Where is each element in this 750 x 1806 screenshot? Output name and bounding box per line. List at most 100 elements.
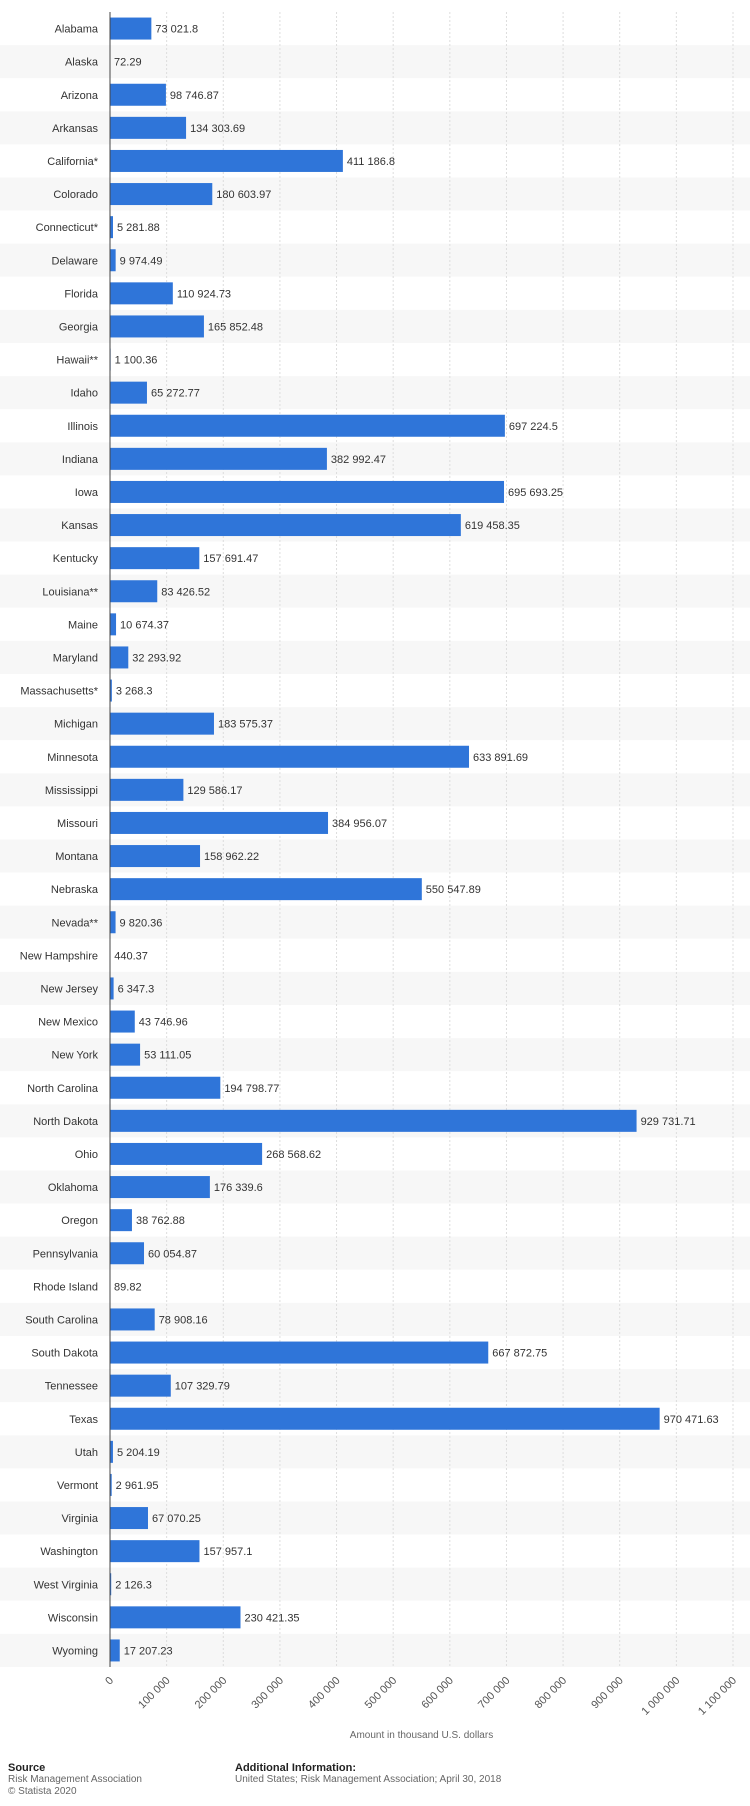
category-label: Utah bbox=[75, 1447, 98, 1459]
bar bbox=[110, 1076, 221, 1099]
value-label: 2 961.95 bbox=[116, 1480, 159, 1492]
value-label: 619 458.35 bbox=[465, 520, 520, 532]
category-label: Vermont bbox=[57, 1480, 98, 1492]
category-label: Idaho bbox=[70, 388, 98, 400]
row-band bbox=[0, 938, 750, 972]
category-label: Wyoming bbox=[52, 1645, 98, 1657]
bar bbox=[110, 414, 505, 437]
bar bbox=[110, 778, 184, 801]
category-label: Texas bbox=[69, 1414, 98, 1426]
x-tick-label: 300 000 bbox=[249, 1675, 286, 1712]
category-label: Nevada** bbox=[52, 917, 99, 929]
category-label: South Carolina bbox=[25, 1314, 99, 1326]
value-label: 89.82 bbox=[114, 1281, 142, 1293]
bar bbox=[110, 1540, 200, 1563]
bar bbox=[110, 547, 200, 570]
row-band bbox=[0, 210, 750, 244]
value-label: 384 956.07 bbox=[332, 818, 387, 830]
bar bbox=[110, 1606, 241, 1629]
category-label: Delaware bbox=[52, 255, 98, 267]
category-label: Indiana bbox=[62, 454, 99, 466]
bar bbox=[110, 17, 152, 40]
x-tick-label: 200 000 bbox=[193, 1675, 230, 1712]
category-label: New Jersey bbox=[41, 983, 99, 995]
bar bbox=[110, 447, 327, 470]
row-band bbox=[0, 607, 750, 641]
value-label: 411 186.8 bbox=[347, 156, 395, 168]
category-label: Florida bbox=[64, 288, 99, 300]
category-label: West Virginia bbox=[34, 1579, 99, 1591]
category-label: New Hampshire bbox=[20, 950, 98, 962]
x-axis-title: Amount in thousand U.S. dollars bbox=[350, 1730, 493, 1741]
value-label: 43 746.96 bbox=[139, 1017, 188, 1029]
category-label: Massachusetts* bbox=[20, 686, 98, 698]
value-label: 110 924.73 bbox=[177, 288, 231, 300]
row-band bbox=[0, 1633, 750, 1667]
category-label: Connecticut* bbox=[36, 222, 99, 234]
bar bbox=[110, 1109, 637, 1132]
bar bbox=[110, 745, 470, 768]
x-tick-label: 800 000 bbox=[533, 1675, 570, 1712]
bar bbox=[110, 1341, 489, 1364]
chart-svg: Alabama 73 021.8 Alaska 72.29 Arizona 98 746.… bbox=[0, 12, 750, 1741]
value-label: 67 070.25 bbox=[152, 1513, 201, 1525]
value-label: 550 547.89 bbox=[426, 884, 481, 896]
bar bbox=[110, 1308, 155, 1331]
category-label: Arizona bbox=[61, 90, 99, 102]
category-label: New York bbox=[52, 1050, 99, 1062]
row-band bbox=[0, 343, 750, 377]
additional-info-text: United States; Risk Management Associati… bbox=[235, 1774, 502, 1785]
value-label: 633 891.69 bbox=[473, 752, 528, 764]
value-label: 183 575.37 bbox=[218, 719, 273, 731]
bar bbox=[110, 282, 173, 305]
x-tick-label: 0 bbox=[103, 1675, 116, 1688]
value-label: 17 207.23 bbox=[124, 1645, 173, 1657]
bar bbox=[110, 1440, 113, 1463]
bar bbox=[110, 911, 116, 934]
value-label: 230 421.35 bbox=[245, 1612, 300, 1624]
category-label: Wisconsin bbox=[48, 1612, 98, 1624]
category-label: Arkansas bbox=[52, 123, 98, 135]
source-line: Risk Management Association bbox=[8, 1774, 142, 1785]
value-label: 5 204.19 bbox=[117, 1447, 160, 1459]
bar bbox=[110, 1374, 171, 1397]
value-label: 5 281.88 bbox=[117, 222, 160, 234]
value-label: 2 126.3 bbox=[115, 1579, 152, 1591]
x-tick-label: 1 000 000 bbox=[639, 1675, 682, 1718]
value-label: 929 731.71 bbox=[641, 1116, 696, 1128]
value-label: 440.37 bbox=[114, 950, 148, 962]
value-label: 194 798.77 bbox=[224, 1083, 279, 1095]
value-label: 695 693.25 bbox=[508, 487, 563, 499]
bar bbox=[110, 811, 329, 834]
category-label: Alabama bbox=[55, 24, 99, 36]
value-label: 32 293.92 bbox=[132, 652, 181, 664]
category-label: Pennsylvania bbox=[33, 1248, 99, 1260]
value-label: 6 347.3 bbox=[118, 983, 155, 995]
value-label: 9 974.49 bbox=[120, 255, 163, 267]
x-tick-label: 500 000 bbox=[363, 1675, 400, 1712]
category-label: New Mexico bbox=[38, 1017, 98, 1029]
bar bbox=[110, 1142, 263, 1165]
category-label: Oklahoma bbox=[48, 1182, 99, 1194]
additional-info-block: Additional Information: United States; R… bbox=[235, 1762, 501, 1786]
value-label: 65 272.77 bbox=[151, 388, 200, 400]
bar bbox=[110, 1043, 141, 1066]
category-label: Maryland bbox=[53, 652, 98, 664]
bar bbox=[110, 514, 461, 537]
bar bbox=[110, 613, 117, 636]
category-label: Kansas bbox=[61, 520, 98, 532]
category-label: Hawaii** bbox=[56, 355, 98, 367]
row-band bbox=[0, 905, 750, 939]
value-label: 667 872.75 bbox=[492, 1348, 547, 1360]
bar bbox=[110, 1209, 132, 1232]
category-label: Nebraska bbox=[51, 884, 99, 896]
category-label: Alaska bbox=[65, 57, 99, 69]
bar bbox=[110, 1473, 112, 1496]
category-label: Louisiana** bbox=[42, 586, 98, 598]
value-label: 180 603.97 bbox=[216, 189, 271, 201]
category-label: Georgia bbox=[59, 321, 99, 333]
row-band bbox=[0, 45, 750, 79]
bar bbox=[110, 1573, 112, 1596]
row-band bbox=[0, 243, 750, 277]
value-label: 72.29 bbox=[114, 57, 142, 69]
